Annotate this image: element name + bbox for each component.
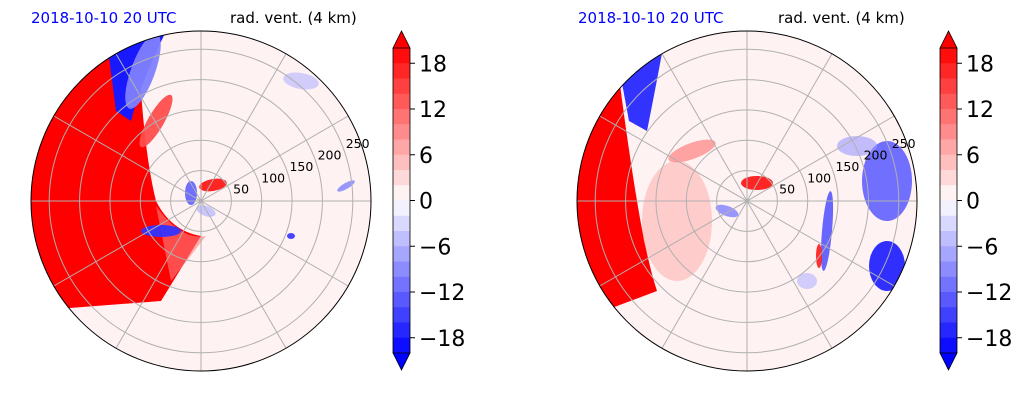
colorbar-level [940,231,957,247]
speckle-se [287,233,295,239]
colorbar-level [393,170,410,186]
colorbar-tick-label: 18 [419,52,447,77]
colorbar-tick-label: 6 [419,144,433,169]
colorbar-level [940,246,957,262]
colorbar-tick-label: 0 [419,190,433,215]
colorbar-tick-label: −18 [966,327,1012,352]
colorbar-level [940,124,957,140]
speckle-ne [283,72,319,90]
radial-tick-label: 100 [807,170,831,185]
negative-edge-south [141,225,181,237]
colorbar-tick-label: 12 [419,98,447,123]
colorbar-level [940,292,957,308]
colorbar-level [393,109,410,125]
panel-title-right: rad. vent. (4 km) [778,9,905,27]
positive-fringe [156,206,206,281]
colorbar-level [393,307,410,323]
speckle-e [337,180,355,192]
radial-tick-label: 150 [289,159,313,174]
colorbar-level [940,78,957,95]
colorbar-level [393,124,410,140]
colorbar-level [940,185,957,201]
east-line-negative [820,191,834,271]
colorbar-2: 18 12 6 0 −6 −12 −18 [939,30,1012,371]
arc-positive [668,139,716,163]
speckle-ne-red [317,68,325,74]
colorbar-level [940,261,957,278]
colorbar-level [393,200,410,217]
colorbar-level [393,63,410,79]
colorbar-tick-label: 18 [966,52,994,77]
radial-tick-label: 200 [864,148,888,163]
colorbar-tick-label: −6 [966,235,998,260]
colorbar-level [940,93,957,110]
panel-title-right: rad. vent. (4 km) [230,9,357,27]
radial-tick-label: 50 [233,182,249,197]
center-dipole-positive [199,178,227,192]
colorbar-level [940,200,957,217]
colorbar-tick-label: 0 [966,190,980,215]
colorbar-level [940,48,957,64]
radial-tick-label: 250 [346,136,370,151]
colorbar-extend-max [939,30,958,49]
pink-area [642,161,712,281]
colorbar-level [940,322,957,339]
azimuth-line-150 [599,115,895,287]
polar-frame [576,30,918,372]
center-dipole-negative [185,181,197,205]
colorbar-level [393,337,410,354]
colorbar-level [393,154,410,171]
colorbar-level [393,78,410,95]
east-speckle [837,136,877,156]
polar-frame [30,30,372,372]
colorbar-level [393,48,410,64]
radial-tick-label: 50 [779,182,795,197]
colorbar-level [393,139,410,156]
colorbar-tick-label: −18 [419,327,465,352]
colorbar-level [940,139,957,156]
radial-tick-label: 200 [318,148,342,163]
negative-streak [125,33,161,109]
panel-title-left: 2018-10-10 20 UTC [578,9,724,27]
positive-streak [139,94,173,148]
radial-tick-label: 250 [892,136,916,151]
panel-title-left: 2018-10-10 20 UTC [31,9,177,27]
colorbar-tick-label: −6 [419,235,451,260]
colorbar-level [940,154,957,171]
colorbar-level [940,215,957,232]
colorbar-tick-label: 6 [966,144,980,169]
colorbar-level [393,276,410,293]
colorbar-level [393,246,410,262]
colorbar-extend-min [939,352,958,371]
radial-tick-label: 150 [835,159,859,174]
south-speckle [797,273,817,289]
colorbar-level [940,170,957,186]
colorbar-tick-label: −12 [966,281,1012,306]
colorbar-level [393,185,410,201]
colorbar-extend-max [392,30,411,49]
colorbar-level [940,63,957,79]
colorbar-level [940,276,957,293]
colorbar-tick-label: −12 [419,281,465,306]
colorbar-level [940,109,957,125]
colorbar-level [393,322,410,339]
colorbar-tick-label: 12 [966,98,994,123]
colorbar-extend-min [392,352,411,371]
azimuth-line-150 [53,115,349,287]
colorbar-level [940,337,957,354]
colorbar-level [393,93,410,110]
positive-region-west [577,61,657,321]
colorbar-level [940,307,957,323]
center-negative [715,204,739,218]
colorbar-1: 18 12 6 0 −6 −12 −18 [392,30,465,371]
colorbar-level [393,292,410,308]
colorbar-level [393,215,410,232]
colorbar-level [393,261,410,278]
radial-tick-label: 100 [261,170,285,185]
positive-region-west [31,41,201,311]
colorbar-level [393,231,410,247]
